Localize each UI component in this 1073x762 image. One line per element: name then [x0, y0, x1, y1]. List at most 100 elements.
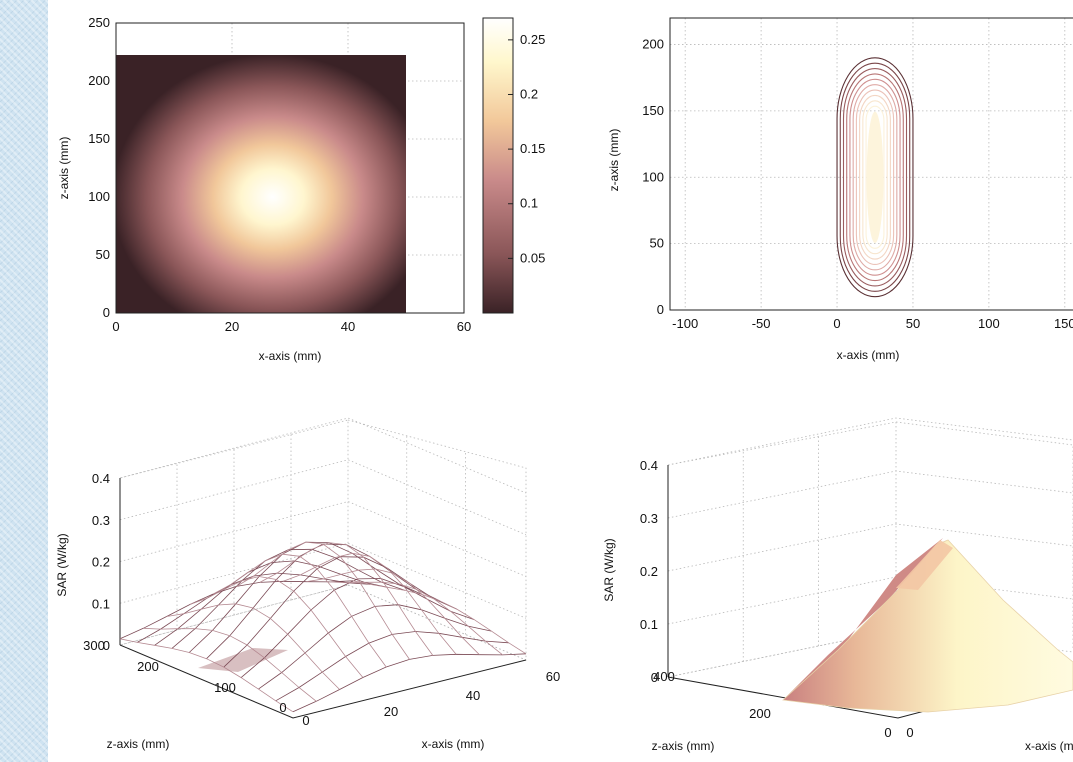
mesh-surface [119, 541, 527, 713]
surface-z-label: SAR (W/kg) [602, 538, 616, 601]
mesh-z-tick: 0.3 [92, 513, 110, 528]
heatmap-x-tick: 0 [112, 319, 119, 334]
heatmap-y-label: z-axis (mm) [57, 137, 71, 200]
mesh-line-u [292, 653, 527, 713]
heatmap-x-tick: 60 [457, 319, 471, 334]
contour-line [842, 68, 908, 287]
mesh-gridline-z [119, 501, 527, 577]
surface-z-tick: 0.2 [640, 564, 658, 579]
mesh-line-u [240, 578, 475, 678]
mesh-y-label: z-axis (mm) [107, 737, 170, 751]
mesh-line-v [306, 568, 480, 655]
colorbar-tick-label: 0.15 [520, 141, 545, 156]
surface-gridline-z [667, 470, 1073, 519]
contour-line [855, 89, 895, 266]
surface-z-ticks: 0 0.1 0.2 0.3 0.4 [640, 458, 658, 685]
mesh-z-tick: 0 [103, 638, 110, 653]
shaded-surface-plot: 0 0.1 0.2 0.3 0.4 0 0 200 400 SAR (W/kg) x-axi… [602, 417, 1073, 753]
contour-line [839, 62, 911, 292]
surface-y-ticks: 0 200 400 [653, 669, 891, 740]
heatmap-x-ticks: 0 20 40 60 [112, 319, 471, 334]
mesh-x-tick: 0 [302, 713, 309, 728]
surface-y-tick: 0 [884, 725, 891, 740]
mesh-line-v [213, 553, 387, 668]
mesh-z-label: SAR (W/kg) [55, 533, 69, 596]
colorbar-ticks: 0.05 0.1 0.15 0.2 0.25 [508, 32, 545, 265]
mesh-z-ticks: 0 0.1 0.2 0.3 0.4 [92, 471, 110, 653]
heatmap-y-tick: 100 [88, 189, 110, 204]
mesh-y-tick: 300 [83, 638, 105, 653]
mesh-line-v [329, 581, 503, 656]
mesh-surface-fill [198, 648, 288, 672]
mesh-line-v [259, 542, 434, 656]
heatmap-plot: 0 50 100 150 200 250 0 20 40 60 x-axis (mm) z-ax… [57, 15, 545, 363]
heatmap-y-tick: 0 [103, 305, 110, 320]
colorbar [482, 17, 514, 314]
contour-x-tick: -50 [752, 316, 771, 331]
mesh-line-v [189, 576, 364, 678]
mesh-x-label: x-axis (mm) [422, 737, 485, 751]
mesh-gridlines [119, 417, 527, 661]
surface-gridline-z [667, 523, 1073, 572]
contour-line [836, 57, 914, 298]
heatmap-x-tick: 20 [225, 319, 239, 334]
contour-x-label: x-axis (mm) [837, 348, 900, 362]
contour-y-ticks: 0 50 100 150 200 [642, 37, 664, 317]
mesh-gridline-z [119, 459, 527, 536]
contour-line [849, 78, 901, 276]
heatmap-y-tick: 50 [96, 247, 110, 262]
contour-y-tick: 0 [657, 302, 664, 317]
heatmap-y-tick: 250 [88, 15, 110, 30]
mesh-x-ticks: 0 20 40 60 [302, 669, 560, 728]
contour-axes-box [669, 17, 1073, 311]
mesh-line-v [166, 603, 340, 690]
surface-y-label: z-axis (mm) [652, 739, 715, 753]
surface-z-tick: 0.1 [640, 617, 658, 632]
surface-x-ticks: 0 [906, 725, 913, 740]
mesh-line-v [282, 552, 457, 655]
contour-plot: 0 50 100 150 200 -100 -50 0 50 100 150 x-axis (mm… [607, 17, 1073, 362]
mesh-line-v [352, 580, 527, 655]
mesh-x-tick: 20 [384, 704, 398, 719]
mesh-line-u [119, 580, 354, 640]
heatmap-y-ticks: 0 50 100 150 200 250 [88, 15, 110, 320]
mesh-line-u [258, 604, 492, 690]
heatmap-y-tick: 200 [88, 73, 110, 88]
surface-gridline-z [667, 417, 1073, 466]
surface-shape [782, 539, 1073, 713]
mesh-z-tick: 0.1 [92, 596, 110, 611]
mesh-line-v [143, 627, 317, 702]
surface-x-label: x-axis (mm [1025, 739, 1073, 753]
surface-mesh-plot: 0 0.1 0.2 0.3 0.4 0 20 40 60 0 100 200 300 SAR (W/… [55, 417, 560, 751]
contour-y-label: z-axis (mm) [607, 129, 621, 192]
contour-lines [836, 57, 914, 298]
contour-x-tick: 0 [833, 316, 840, 331]
contour-x-ticks: -100 -50 0 50 100 150 [672, 316, 1073, 331]
mesh-gridline-z [119, 542, 527, 619]
heatmap-axes-box [115, 22, 465, 314]
heatmap-x-tick: 40 [341, 319, 355, 334]
mesh-y-ticks: 0 100 200 300 [83, 638, 286, 715]
colorbar-tick-label: 0.25 [520, 32, 545, 47]
contour-line [846, 73, 904, 282]
contour-y-tick: 50 [650, 236, 664, 251]
contour-line [852, 84, 898, 271]
mesh-gridline-z [119, 417, 527, 494]
contour-line [859, 94, 891, 260]
mesh-y-tick: 100 [214, 680, 236, 695]
contour-y-tick: 200 [642, 37, 664, 52]
mesh-y-tick: 200 [137, 659, 159, 674]
figure-panel: 0 50 100 150 200 250 0 20 40 60 x-axis (mm) z-ax… [48, 0, 1073, 762]
mesh-x-tick: 60 [546, 669, 560, 684]
mesh-line-v [236, 541, 410, 660]
surface-z-tick: 0.4 [640, 458, 658, 473]
surface-x-tick: 0 [906, 725, 913, 740]
mesh-floor-edge [119, 644, 527, 719]
colorbar-tick-label: 0.05 [520, 250, 545, 265]
surface-z-tick: 0 [651, 670, 658, 685]
contour-line [865, 105, 885, 249]
heatmap-x-label: x-axis (mm) [259, 349, 322, 363]
contour-core [866, 111, 884, 243]
colorbar-tick-label: 0.1 [520, 196, 538, 211]
